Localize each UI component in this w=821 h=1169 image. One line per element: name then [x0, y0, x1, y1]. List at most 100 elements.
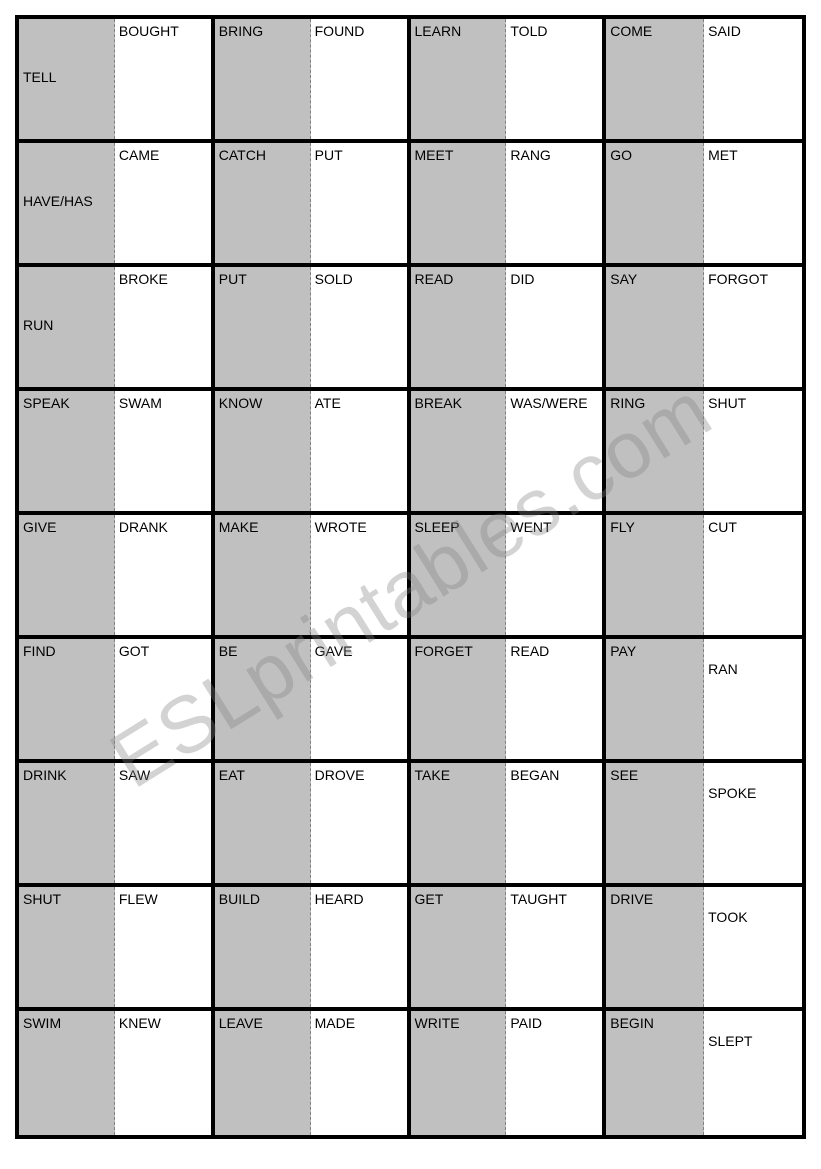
verb-present: KNOW — [215, 391, 311, 511]
verb-past: BROKE — [115, 267, 211, 387]
verb-card: PUTSOLD — [215, 267, 411, 391]
verb-present: MAKE — [215, 515, 311, 635]
verb-present: TAKE — [411, 763, 507, 883]
verb-past: TOLD — [506, 19, 602, 139]
verb-present: BEGIN — [606, 1011, 704, 1135]
verb-present: PAY — [606, 639, 704, 759]
verb-card: PAYRAN — [606, 639, 802, 763]
verb-past: GOT — [115, 639, 211, 759]
verb-present: HAVE/HAS — [19, 143, 115, 263]
verb-past: FORGOT — [704, 267, 802, 387]
verb-card: BEGINSLEPT — [606, 1011, 802, 1135]
verb-present: TELL — [19, 19, 115, 139]
verb-past: PAID — [506, 1011, 602, 1135]
verb-past: PUT — [311, 143, 407, 263]
verb-past: SLEPT — [704, 1011, 802, 1135]
verb-present: FIND — [19, 639, 115, 759]
verb-past: CAME — [115, 143, 211, 263]
verb-present: BE — [215, 639, 311, 759]
verb-past: SAW — [115, 763, 211, 883]
verb-card: SEESPOKE — [606, 763, 802, 887]
verb-past: SOLD — [311, 267, 407, 387]
verb-present: EAT — [215, 763, 311, 883]
verb-card: RINGSHUT — [606, 391, 802, 515]
verb-present: WRITE — [411, 1011, 507, 1135]
verb-card: EATDROVE — [215, 763, 411, 887]
verb-present: DRIVE — [606, 887, 704, 1007]
verb-past: READ — [506, 639, 602, 759]
verb-card: SWIMKNEW — [19, 1011, 215, 1135]
verb-card: DRINKSAW — [19, 763, 215, 887]
verb-present: PUT — [215, 267, 311, 387]
verb-card: FLYCUT — [606, 515, 802, 639]
verb-card: LEAVEMADE — [215, 1011, 411, 1135]
verb-card: FINDGOT — [19, 639, 215, 763]
verb-past: FLEW — [115, 887, 211, 1007]
verb-past: SWAM — [115, 391, 211, 511]
verb-past: TOOK — [704, 887, 802, 1007]
verb-present: SAY — [606, 267, 704, 387]
verb-card: COMESAID — [606, 19, 802, 143]
verb-present: GO — [606, 143, 704, 263]
verb-past: RAN — [704, 639, 802, 759]
verb-present: LEAVE — [215, 1011, 311, 1135]
verb-card: BUILDHEARD — [215, 887, 411, 1011]
verb-past: WENT — [506, 515, 602, 635]
verb-present: LEARN — [411, 19, 507, 139]
verb-card: RUNBROKE — [19, 267, 215, 391]
verb-present: RUN — [19, 267, 115, 387]
verb-past: WAS/WERE — [506, 391, 602, 511]
verb-present: BREAK — [411, 391, 507, 511]
verb-card: BEGAVE — [215, 639, 411, 763]
verb-present: CATCH — [215, 143, 311, 263]
verb-past: WROTE — [311, 515, 407, 635]
verb-grid: TELLBOUGHTBRINGFOUNDLEARNTOLDCOMESAID HAV… — [15, 15, 806, 1139]
verb-past: TAUGHT — [506, 887, 602, 1007]
verb-card: LEARNTOLD — [411, 19, 607, 143]
verb-card: KNOWATE — [215, 391, 411, 515]
verb-past: DID — [506, 267, 602, 387]
verb-card: DRIVETOOK — [606, 887, 802, 1011]
verb-past: RANG — [506, 143, 602, 263]
verb-card: SLEEPWENT — [411, 515, 607, 639]
verb-past: DRANK — [115, 515, 211, 635]
verb-present: SEE — [606, 763, 704, 883]
verb-card: MAKEWROTE — [215, 515, 411, 639]
verb-present: SWIM — [19, 1011, 115, 1135]
verb-past: CUT — [704, 515, 802, 635]
verb-card: GIVEDRANK — [19, 515, 215, 639]
verb-present: SPEAK — [19, 391, 115, 511]
verb-present: FLY — [606, 515, 704, 635]
verb-past: KNEW — [115, 1011, 211, 1135]
verb-card: HAVE/HASCAME — [19, 143, 215, 267]
verb-card: SPEAKSWAM — [19, 391, 215, 515]
verb-past: MADE — [311, 1011, 407, 1135]
verb-past: SHUT — [704, 391, 802, 511]
verb-card: MEETRANG — [411, 143, 607, 267]
verb-card: SHUTFLEW — [19, 887, 215, 1011]
verb-past: BEGAN — [506, 763, 602, 883]
verb-card: TAKEBEGAN — [411, 763, 607, 887]
verb-present: DRINK — [19, 763, 115, 883]
verb-card: BREAKWAS/WERE — [411, 391, 607, 515]
verb-past: ATE — [311, 391, 407, 511]
verb-present: BUILD — [215, 887, 311, 1007]
verb-card: GOMET — [606, 143, 802, 267]
verb-card: TELLBOUGHT — [19, 19, 215, 143]
verb-present: BRING — [215, 19, 311, 139]
verb-present: GET — [411, 887, 507, 1007]
verb-card: BRINGFOUND — [215, 19, 411, 143]
verb-past: MET — [704, 143, 802, 263]
verb-card: FORGETREAD — [411, 639, 607, 763]
verb-card: CATCHPUT — [215, 143, 411, 267]
verb-past: SPOKE — [704, 763, 802, 883]
verb-card: WRITEPAID — [411, 1011, 607, 1135]
verb-present: COME — [606, 19, 704, 139]
verb-present: RING — [606, 391, 704, 511]
verb-present: SHUT — [19, 887, 115, 1007]
verb-past: GAVE — [311, 639, 407, 759]
verb-past: SAID — [704, 19, 802, 139]
verb-present: SLEEP — [411, 515, 507, 635]
verb-past: HEARD — [311, 887, 407, 1007]
verb-present: READ — [411, 267, 507, 387]
